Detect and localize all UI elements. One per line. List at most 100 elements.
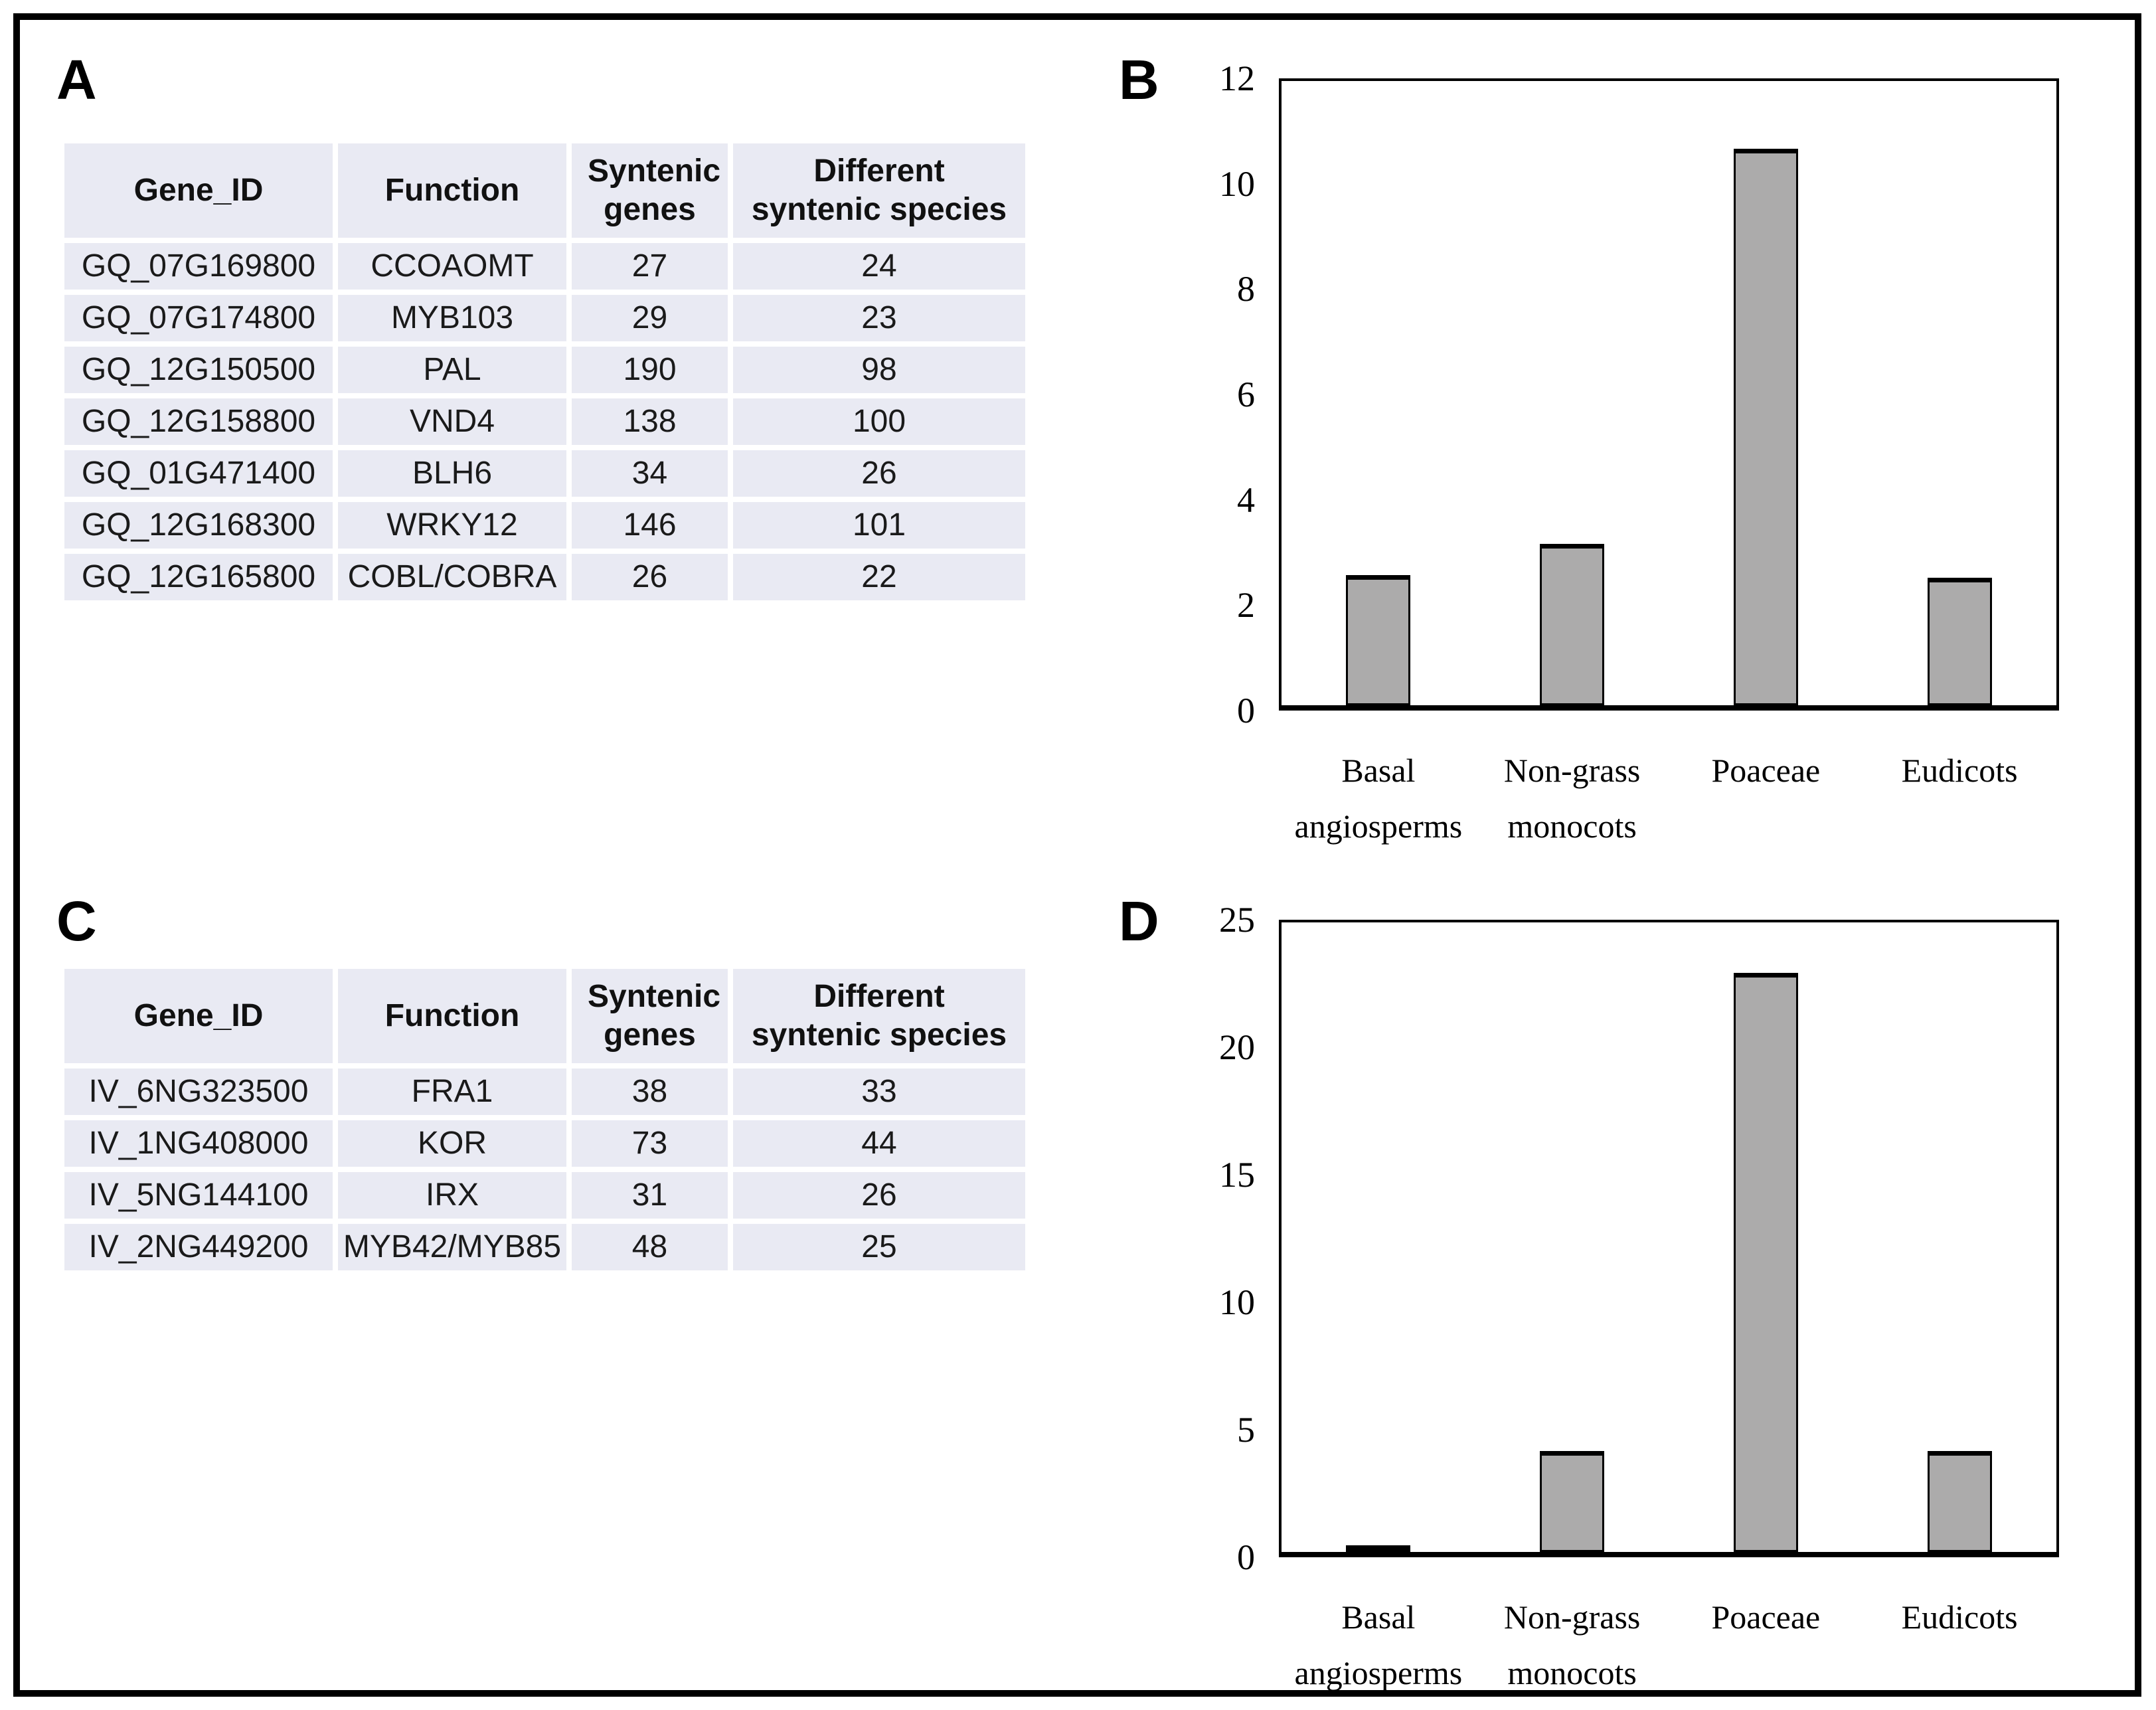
y-axis-tick-label: 4 — [1237, 479, 1255, 520]
function-cell: MYB42/MYB85 — [335, 1221, 569, 1273]
panel-a-label: A — [56, 48, 97, 111]
syntenic-genes-cell: 38 — [569, 1066, 730, 1118]
bar-eudicots — [1927, 1451, 1992, 1552]
y-axis-tick-label: 15 — [1219, 1155, 1255, 1195]
column-header-syntenic-genes: Syntenic genes — [569, 966, 730, 1066]
x-axis-category-label: Eudicots — [1901, 752, 2018, 789]
function-cell: PAL — [335, 344, 569, 396]
y-axis-tick-label: 0 — [1237, 691, 1255, 730]
bar-eudicots — [1927, 578, 1992, 705]
column-header-gene-id: Gene_ID — [62, 141, 335, 240]
plot-area — [1279, 920, 2059, 1557]
table-row: GQ_12G165800 COBL/COBRA 26 22 — [62, 551, 1028, 603]
gene-id-cell: GQ_12G168300 — [62, 499, 335, 551]
gene-id-cell: GQ_12G165800 — [62, 551, 335, 603]
column-header-syntenic-genes: Syntenic genes — [569, 141, 730, 240]
syntenic-genes-cell: 48 — [569, 1221, 730, 1273]
table-row: GQ_12G168300 WRKY12 146 101 — [62, 499, 1028, 551]
table-row: GQ_07G174800 MYB103 29 23 — [62, 292, 1028, 344]
y-axis-tick-label: 25 — [1219, 900, 1255, 940]
different-syntenic-species-cell: 100 — [730, 396, 1028, 448]
syntenic-genes-cell: 29 — [569, 292, 730, 344]
bar-poaceae — [1733, 148, 1798, 705]
x-axis-category-label: Poaceae — [1711, 1598, 1821, 1636]
column-header-function: Function — [335, 141, 569, 240]
function-cell: CCOAOMT — [335, 240, 569, 292]
column-header-gene-id: Gene_ID — [62, 966, 335, 1066]
function-cell: VND4 — [335, 396, 569, 448]
table-row: GQ_12G150500 PAL 190 98 — [62, 344, 1028, 396]
function-cell: FRA1 — [335, 1066, 569, 1118]
plot-area — [1279, 78, 2059, 711]
gene-id-cell: IV_1NG408000 — [62, 1118, 335, 1169]
y-axis: 0 5 10 15 20 25 — [1155, 900, 1255, 1577]
gene-id-cell: IV_5NG144100 — [62, 1169, 335, 1221]
function-cell: COBL/COBRA — [335, 551, 569, 603]
table-row: GQ_12G158800 VND4 138 100 — [62, 396, 1028, 448]
y-axis-tick-label: 5 — [1237, 1410, 1255, 1450]
different-syntenic-species-cell: 44 — [730, 1118, 1028, 1169]
gene-id-cell: GQ_12G150500 — [62, 344, 335, 396]
panel-c-label: C — [56, 890, 97, 952]
different-syntenic-species-cell: 33 — [730, 1066, 1028, 1118]
gene-id-cell: IV_2NG449200 — [62, 1221, 335, 1273]
table-row: GQ_01G471400 BLH6 34 26 — [62, 448, 1028, 499]
syntenic-genes-cell: 27 — [569, 240, 730, 292]
y-axis-tick-label: 8 — [1237, 269, 1255, 309]
column-header-function: Function — [335, 966, 569, 1066]
figure-border — [13, 13, 2141, 1697]
gene-id-cell: IV_6NG323500 — [62, 1066, 335, 1118]
x-axis-category-label: Non-grass monocots — [1503, 752, 1641, 845]
column-header-different-syntenic-species: Different syntenic species — [730, 141, 1028, 240]
y-axis-tick-label: 0 — [1237, 1537, 1255, 1577]
syntenic-genes-cell: 190 — [569, 344, 730, 396]
function-cell: IRX — [335, 1169, 569, 1221]
y-axis-tick-label: 10 — [1219, 1282, 1255, 1322]
syntenic-genes-cell: 73 — [569, 1118, 730, 1169]
x-axis-category-label: Non-grass monocots — [1503, 1598, 1641, 1691]
y-axis: 0 2 4 6 8 10 12 — [1155, 58, 1255, 730]
gene-id-cell: GQ_07G169800 — [62, 240, 335, 292]
table-row: IV_1NG408000 KOR 73 44 — [62, 1118, 1028, 1169]
column-header-different-syntenic-species: Different syntenic species — [730, 966, 1028, 1066]
gene-id-cell: GQ_07G174800 — [62, 292, 335, 344]
y-axis-tick-label: 2 — [1237, 585, 1255, 626]
x-axis-category-label: Poaceae — [1711, 752, 1821, 789]
gene-id-cell: GQ_12G158800 — [62, 396, 335, 448]
syntenic-genes-cell: 26 — [569, 551, 730, 603]
bar-poaceae — [1733, 972, 1798, 1552]
different-syntenic-species-cell: 98 — [730, 344, 1028, 396]
bar-non-grass-monocots — [1540, 1451, 1605, 1552]
bar-basal-angiosperms — [1346, 1545, 1411, 1552]
table-row: IV_2NG449200 MYB42/MYB85 48 25 — [62, 1221, 1028, 1273]
different-syntenic-species-cell: 101 — [730, 499, 1028, 551]
y-axis-tick-label: 10 — [1219, 163, 1255, 204]
syntenic-genes-cell: 146 — [569, 499, 730, 551]
table-row: IV_6NG323500 FRA1 38 33 — [62, 1066, 1028, 1118]
syntenic-genes-cell: 34 — [569, 448, 730, 499]
x-axis-category-label: Basal angiosperms — [1294, 1598, 1463, 1691]
syntenic-genes-cell: 31 — [569, 1169, 730, 1221]
different-syntenic-species-cell: 25 — [730, 1221, 1028, 1273]
y-axis-tick-label: 12 — [1219, 58, 1255, 98]
y-axis-tick-label: 6 — [1237, 375, 1255, 414]
panel-a-table: Gene_ID Function Syntenic genes Differen… — [62, 141, 1028, 603]
bar-basal-angiosperms — [1346, 575, 1411, 705]
bar-non-grass-monocots — [1540, 544, 1605, 705]
function-cell: MYB103 — [335, 292, 569, 344]
x-axis-category-label: Eudicots — [1901, 1598, 2018, 1636]
different-syntenic-species-cell: 22 — [730, 551, 1028, 603]
function-cell: WRKY12 — [335, 499, 569, 551]
table-header-row: Gene_ID Function Syntenic genes Differen… — [62, 141, 1028, 240]
different-syntenic-species-cell: 26 — [730, 448, 1028, 499]
y-axis-tick-label: 20 — [1219, 1027, 1255, 1067]
function-cell: BLH6 — [335, 448, 569, 499]
function-cell: KOR — [335, 1118, 569, 1169]
x-axis-category-label: Basal angiosperms — [1294, 752, 1463, 845]
different-syntenic-species-cell: 24 — [730, 240, 1028, 292]
gene-id-cell: GQ_01G471400 — [62, 448, 335, 499]
table-row: GQ_07G169800 CCOAOMT 27 24 — [62, 240, 1028, 292]
different-syntenic-species-cell: 26 — [730, 1169, 1028, 1221]
table-row: IV_5NG144100 IRX 31 26 — [62, 1169, 1028, 1221]
